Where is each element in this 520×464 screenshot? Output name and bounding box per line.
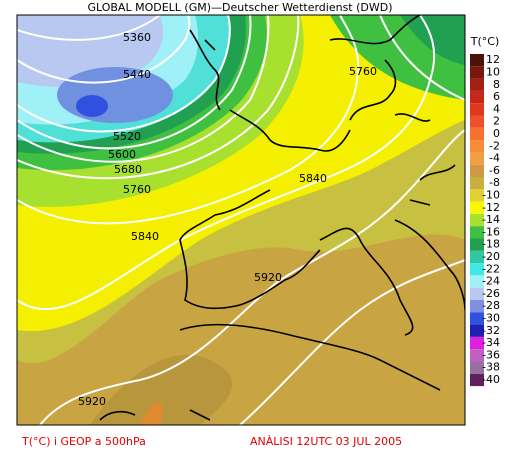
legend-label: 12 xyxy=(486,53,500,66)
legend-swatch xyxy=(470,177,484,190)
legend-label: 4 xyxy=(493,102,500,115)
legend-label: -14 xyxy=(482,213,500,226)
legend-title: T(°C) xyxy=(470,35,499,48)
contour-label: 5360 xyxy=(123,31,151,44)
legend-swatch xyxy=(470,90,484,104)
legend-label: 2 xyxy=(493,115,500,128)
legend-label: -18 xyxy=(482,238,500,251)
legend-swatch xyxy=(470,189,484,202)
legend-swatch xyxy=(470,115,484,128)
legend-label: -24 xyxy=(482,275,500,288)
legend-label: -32 xyxy=(482,324,500,337)
legend-swatch xyxy=(470,312,484,325)
legend-label: -28 xyxy=(482,299,500,312)
contour-label: 5440 xyxy=(123,68,151,81)
map-frame xyxy=(16,14,466,426)
legend-swatch xyxy=(470,349,484,362)
legend-swatch xyxy=(470,226,484,239)
legend-swatch xyxy=(470,275,484,288)
legend-swatch xyxy=(470,66,484,79)
legend-label: -26 xyxy=(482,287,500,300)
legend-label: -16 xyxy=(482,225,500,238)
legend-swatch xyxy=(470,164,484,177)
legend-label: -12 xyxy=(482,201,500,214)
contour-label: 5760 xyxy=(123,183,151,196)
legend-label: -40 xyxy=(482,373,500,386)
legend-swatch xyxy=(470,287,484,300)
legend-swatch xyxy=(470,238,484,251)
contour-label: 5760 xyxy=(349,65,377,78)
contour-label: 5680 xyxy=(114,163,142,176)
legend-swatch xyxy=(470,140,484,153)
legend-label: -30 xyxy=(482,311,500,324)
legend-swatch xyxy=(470,336,484,350)
contour-label: 5600 xyxy=(108,148,136,161)
legend-label: -22 xyxy=(482,262,500,275)
legend-swatch xyxy=(470,361,484,374)
contour-label: 5840 xyxy=(299,172,327,185)
legend-swatch xyxy=(470,213,484,227)
legend-swatch xyxy=(470,324,484,337)
legend-label: 6 xyxy=(493,90,500,103)
contour-label: 5840 xyxy=(131,230,159,243)
legend-label: -2 xyxy=(489,139,500,152)
legend-swatch xyxy=(470,78,484,91)
legend-label: -38 xyxy=(482,361,500,374)
legend-label: -4 xyxy=(489,152,500,165)
legend-label: 8 xyxy=(493,78,500,91)
legend-swatch xyxy=(470,54,484,67)
legend-swatch xyxy=(470,263,484,276)
legend-label: 10 xyxy=(486,65,500,78)
legend-swatch xyxy=(470,152,484,165)
legend-label: -8 xyxy=(489,176,500,189)
legend-swatch xyxy=(470,300,484,313)
contour-labels: 5360 5440 5520 5600 5680 5760 5840 5760 5840 5920… xyxy=(78,31,377,408)
legend-swatch xyxy=(470,373,484,387)
map-title: GLOBAL MODELL (GM)—Deutscher Wetterdiens… xyxy=(87,1,392,14)
legend-label: -6 xyxy=(489,164,500,177)
contour-label: 5520 xyxy=(113,130,141,143)
footer-right: ANÀLISI 12UTC 03 JUL 2005 xyxy=(250,435,402,448)
legend-swatch xyxy=(470,201,484,214)
legend-swatch xyxy=(470,127,484,141)
legend: 121086420-2-4-6-8-10-12-14-16-18-20-22-2… xyxy=(470,53,500,387)
legend-label: -36 xyxy=(482,348,500,361)
legend-label: -20 xyxy=(482,250,500,263)
map xyxy=(17,15,465,425)
footer-left: T(°C) i GEOP a 500hPa xyxy=(21,435,146,448)
legend-label: -34 xyxy=(482,336,500,349)
legend-swatch xyxy=(470,103,484,116)
legend-label: -10 xyxy=(482,188,500,201)
contour-label: 5920 xyxy=(78,395,106,408)
contour-label: 5920 xyxy=(254,271,282,284)
legend-swatch xyxy=(470,250,484,264)
legend-label: 0 xyxy=(493,127,500,140)
